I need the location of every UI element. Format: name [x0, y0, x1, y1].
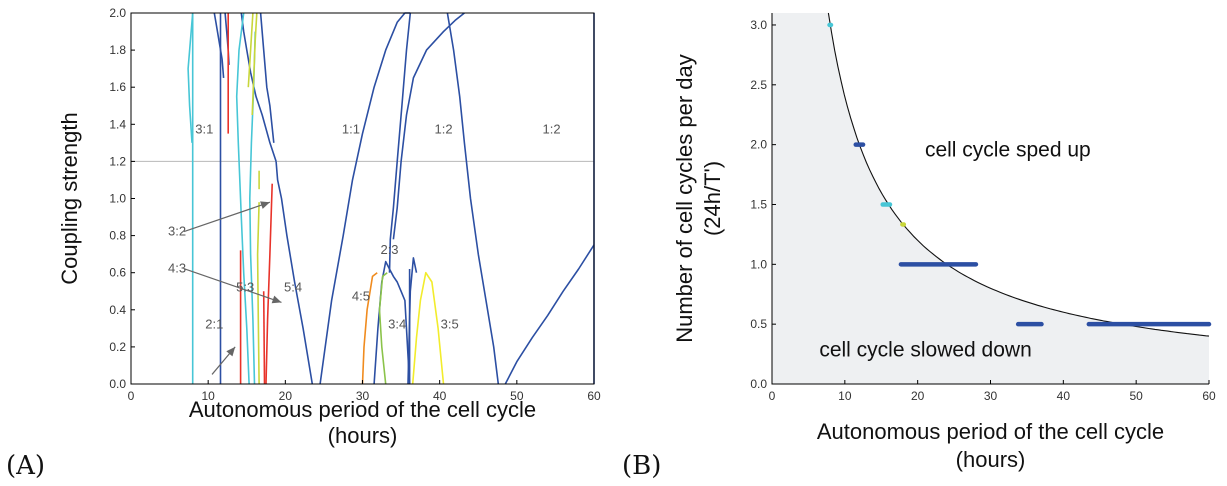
y-ticks-a: 0.0 0.2 0.4 0.6 0.8 1.0 1.2 1.4 1.6 1.8 2.0	[109, 6, 135, 391]
arrow-line	[183, 201, 271, 233]
annotation-slowed-down: cell cycle slowed down	[819, 338, 1031, 361]
x-tick-label: 10	[201, 389, 215, 403]
y-tick-label: 1.0	[109, 192, 126, 206]
contour-line-25	[256, 202, 260, 385]
contour-line-27	[361, 272, 378, 385]
y-tick-label: 0.8	[109, 229, 126, 243]
y-tick-label: 0.0	[109, 377, 126, 391]
y-tick-label: 1.5	[750, 197, 767, 211]
contour-line-4	[388, 12, 412, 273]
shaded-region	[772, 13, 1209, 384]
x-ticks-a: 0 10 20 30 40 50 60	[128, 380, 601, 403]
x-axis-title-a-line2: (hours)	[328, 423, 398, 448]
y-tick-label: 0.5	[750, 317, 767, 331]
contour-line-5	[392, 12, 465, 240]
x-tick-label: 20	[911, 389, 925, 403]
region-labels: 3:1 1:1 1:2 1:2 2:3 4:5 3:4 3:5 5:3 5:4 2:1	[195, 122, 560, 332]
plot-frame-a	[130, 12, 595, 385]
region-label: 4:5	[352, 289, 370, 304]
contour-line-20	[262, 291, 266, 385]
x-tick-label: 10	[838, 389, 852, 403]
region-label: 3:1	[195, 122, 213, 137]
y-tick-label: 0.4	[109, 303, 126, 317]
contour-line-19	[265, 183, 273, 385]
arrow-head	[226, 346, 236, 357]
contour-line-16	[187, 12, 194, 143]
panel-label-a: (A)	[6, 451, 45, 481]
region-label: 2:1	[205, 316, 223, 331]
region-label: 3:4	[388, 316, 406, 331]
arrow-line	[183, 268, 282, 303]
y-tick-label: 0.0	[750, 377, 767, 391]
region-label: 1:2	[543, 122, 561, 137]
contour-line-17	[235, 12, 250, 385]
y-tick-label: 1.0	[750, 257, 767, 271]
x-tick-label: 50	[1129, 389, 1143, 403]
y-axis-title-b-line2: (24h/T')	[700, 161, 725, 236]
x-axis-title-a: Autonomous period of the cell cycle	[189, 397, 536, 422]
annotation-sped-up: cell cycle sped up	[925, 139, 1091, 162]
arrow-head	[260, 201, 270, 209]
contour-line-23	[251, 12, 258, 116]
y-axis-title-a: Coupling strength	[57, 112, 82, 284]
x-tick-label: 30	[356, 389, 370, 403]
y-tick-label: 1.8	[109, 43, 126, 57]
y-tick-label: 0.6	[109, 266, 126, 280]
y-tick-label: 1.2	[109, 154, 126, 168]
y-tick-label: 2.0	[750, 138, 767, 152]
region-label: 2:3	[380, 242, 398, 257]
contour-line-6	[446, 12, 500, 385]
y-axis-title-b: Number of cell cycles per day	[672, 54, 697, 343]
x-tick-label: 0	[769, 389, 776, 403]
panel-label-b: (B)	[622, 451, 661, 481]
locking-segments	[827, 22, 1212, 327]
region-label: 5:4	[284, 279, 302, 294]
x-tick-label: 40	[1057, 389, 1071, 403]
y-ticks-b: 0.0 0.5 1.0 1.5 2.0 2.5 3.0	[750, 18, 776, 391]
contour-line-0	[275, 161, 314, 385]
arrow-head	[271, 295, 282, 304]
x-tick-label: 20	[279, 389, 293, 403]
panel-b: cell cycle sped up cell cycle slowed dow…	[622, 12, 1216, 481]
region-label: 1:1	[342, 122, 360, 137]
contour-line-29	[411, 271, 445, 385]
contour-lines	[187, 12, 595, 385]
region-label: 5:3	[236, 279, 254, 294]
panel-a: 3:1 1:1 1:2 1:2 2:3 4:5 3:4 3:5 5:3 5:4 2:1 3:2 4:3…	[6, 6, 601, 481]
x-axis-title-b-line2: (hours)	[956, 447, 1026, 472]
contour-line-28	[378, 272, 388, 385]
region-label: 3:5	[441, 316, 459, 331]
y-tick-label: 1.6	[109, 80, 126, 94]
x-tick-label: 60	[587, 389, 601, 403]
contour-line-2	[240, 12, 277, 162]
x-tick-label: 50	[510, 389, 524, 403]
arrow-label: 4:3	[168, 261, 186, 276]
arrow-annotations: 3:2 4:3	[168, 201, 282, 375]
contour-line-7	[504, 244, 595, 385]
x-axis-title-b: Autonomous period of the cell cycle	[817, 419, 1164, 444]
x-tick-label: 60	[1202, 389, 1216, 403]
region-label: 1:2	[434, 122, 452, 137]
hyperbola-curve	[827, 12, 1210, 337]
y-tick-label: 1.4	[109, 117, 126, 131]
arrow-label: 3:2	[168, 224, 186, 239]
x-ticks-b: 0 10 20 30 40 50 60	[769, 380, 1216, 403]
y-tick-label: 3.0	[750, 18, 767, 32]
contour-line-3	[259, 12, 275, 143]
contour-line-1	[319, 12, 411, 385]
y-tick-label: 0.2	[109, 340, 126, 354]
x-tick-label: 0	[128, 389, 135, 403]
contour-line-10	[213, 12, 225, 78]
x-tick-label: 30	[984, 389, 998, 403]
y-tick-label: 2.0	[109, 6, 126, 20]
contour-line-24	[247, 12, 254, 88]
x-tick-label: 40	[433, 389, 447, 403]
y-tick-label: 2.5	[750, 78, 767, 92]
